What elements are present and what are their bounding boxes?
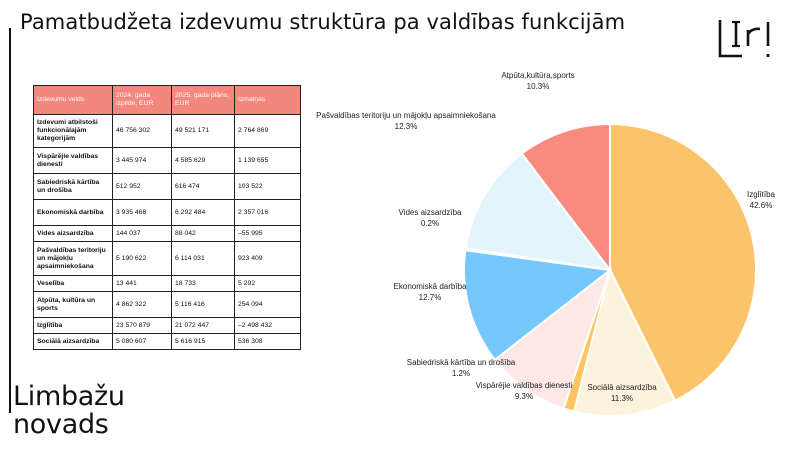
table-row: Sabiedriskā kārtība un drošība 512 952 6…	[33, 173, 301, 200]
brand-line-1: Limbažu	[13, 381, 125, 412]
slice-label: Vides aizsardzība	[399, 208, 463, 217]
pie-slice	[493, 267, 613, 410]
budget-table: Izdevumu veids 2024. gada izpilde, EUR 2…	[33, 85, 301, 350]
table-cell: 5 190 622	[112, 241, 172, 276]
table-cell: 923 409	[234, 241, 301, 276]
table-cell: Veselība	[33, 275, 113, 292]
column-header: 2025. gada plāns, EUR	[171, 85, 235, 115]
table-cell: 88 042	[171, 225, 235, 242]
table-cell: 103 522	[234, 173, 301, 200]
slice-value-label: 1.2%	[452, 369, 470, 378]
table-cell: Vides aizsardzība	[33, 225, 113, 242]
table-row: Vispārējie valdības dienesti 3 445 974 4…	[33, 147, 301, 174]
table-cell: 5 292	[234, 275, 301, 292]
slice-value-label: 11.3%	[611, 394, 633, 403]
slice-value-label: 0.2%	[421, 219, 439, 228]
column-header: 2024. gada izpilde, EUR	[112, 85, 172, 115]
table-row: Vides aizsardzība 144 037 88 042 –55 995	[33, 225, 301, 242]
slice-label: Pašvaldības teritoriju un mājokļu apsaim…	[316, 111, 496, 120]
table-cell: Ekonomiskā darbība	[33, 199, 113, 226]
table-cell: 3 935 468	[112, 199, 172, 226]
table-cell: 1 139 655	[234, 147, 301, 174]
table-cell: 3 445 974	[112, 147, 172, 174]
table-row: Izdevumi atbilstoši funkcionālajām kateg…	[33, 114, 301, 148]
pie-slice	[462, 248, 613, 362]
pie-slice	[464, 152, 613, 272]
slice-value-label: 12.7%	[419, 293, 442, 302]
table-cell: 13 441	[112, 275, 172, 292]
left-accent-line	[9, 28, 11, 413]
slice-label: Sociālā aizsardzība	[587, 383, 657, 392]
table-cell: 2 764 869	[234, 114, 301, 148]
limbazu-novads-logo-icon	[718, 20, 770, 58]
table-cell: 512 952	[112, 173, 172, 200]
table-cell: 4 862 322	[112, 291, 172, 318]
table-row: Izglītība 23 570 879 21 072 447 –2 498 4…	[33, 317, 301, 334]
table-header-row: Izdevumu veids 2024. gada izpilde, EUR 2…	[33, 85, 301, 115]
table-cell: 4 585 629	[171, 147, 235, 174]
table-cell: 5 116 416	[171, 291, 235, 318]
slice-value-label: 9.3%	[515, 392, 533, 401]
slice-value-label: 12.3%	[395, 122, 418, 131]
table-cell: 46 756 302	[112, 114, 172, 148]
pie-slice	[520, 122, 611, 273]
table-row: Pašvaldības teritoriju un mājokļu apsaim…	[33, 241, 301, 276]
table-cell: 5 080 607	[112, 333, 172, 350]
table-cell: Atpūta, kultūra un sports	[33, 291, 113, 318]
table-cell: 254 094	[234, 291, 301, 318]
table-cell: 2 357 016	[234, 199, 301, 226]
column-header: Izmaiņas	[234, 85, 301, 115]
table-cell: –2 498 432	[234, 317, 301, 334]
pie-slice	[609, 122, 757, 403]
table-cell: Sociālā aizsardzība	[33, 333, 113, 350]
table-cell: Pašvaldības teritoriju un mājokļu apsaim…	[33, 241, 113, 276]
table-row: Sociālā aizsardzība 5 080 607 5 616 915 …	[33, 333, 301, 350]
pie-chart: Izglītība 42.6% Sociālā aizsardzība 11.3% Sa…	[316, 71, 776, 417]
brand-line-2: novads	[13, 409, 109, 440]
slice-label: Sabiedriskā kārtība un drošība	[407, 358, 516, 367]
column-header: Izdevumu veids	[33, 85, 113, 115]
table-row: Ekonomiskā darbība 3 935 468 6 292 484 2…	[33, 199, 301, 226]
pie-slice	[572, 267, 677, 417]
slice-label: Izglītība	[747, 190, 776, 199]
table-cell: 144 037	[112, 225, 172, 242]
brand-wordmark: Limbažu novads	[13, 383, 125, 439]
slice-value-label: 10.3%	[527, 82, 550, 91]
slice-label: Atpūta,kultūra,sports	[501, 71, 574, 80]
slice-label: Ekonomiskā darbība	[394, 282, 467, 291]
table-cell: Vispārējie valdības dienesti	[33, 147, 113, 174]
table-cell: 23 570 879	[112, 317, 172, 334]
table-row: Atpūta, kultūra un sports 4 862 322 5 11…	[33, 291, 301, 318]
table-cell: Izglītība	[33, 317, 113, 334]
table-cell: 536 308	[234, 333, 301, 350]
table-row: Veselība 13 441 18 733 5 292	[33, 275, 301, 292]
page-title: Pamatbudžeta izdevumu struktūra pa valdī…	[20, 10, 626, 34]
table-cell: 18 733	[171, 275, 235, 292]
table-cell: 49 521 171	[171, 114, 235, 148]
table-cell: –55 995	[234, 225, 301, 242]
table-cell: 5 616 915	[171, 333, 235, 350]
slice-value-label: 42.6%	[750, 201, 773, 210]
table-cell: 616 474	[171, 173, 235, 200]
table-cell: 6 292 484	[171, 199, 235, 226]
table-cell: Sabiedriskā kārtība un drošība	[33, 173, 113, 200]
table-cell: Izdevumi atbilstoši funkcionālajām kateg…	[33, 114, 113, 148]
table-cell: 21 072 447	[171, 317, 235, 334]
table-cell: 6 114 031	[171, 241, 235, 276]
slice-label: Vispārējie valdības dienesti	[476, 381, 573, 390]
